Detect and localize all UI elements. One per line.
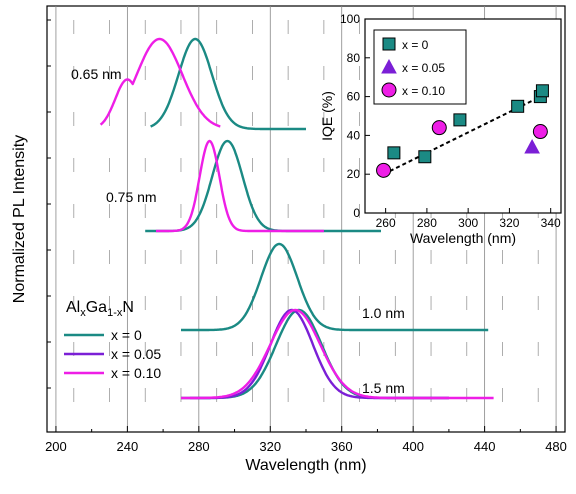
inset-xlabel: Wavelength (nm) — [410, 230, 516, 246]
marker-square — [418, 150, 432, 164]
main-x-tick-label: 320 — [259, 439, 281, 454]
inset-y-tick-label: 60 — [347, 90, 361, 104]
main-legend: AlxGa1-xN x = 0 x = 0.05 x = 0.10 — [64, 299, 161, 381]
group-label-0.65: 0.65 nm — [71, 66, 122, 82]
legend-label: x = 0 — [111, 327, 142, 343]
inset-legend-label: x = 0.10 — [402, 84, 445, 98]
inset-ticks: 260 280 300 320 340 0 20 40 60 80 100 — [340, 12, 561, 230]
group-label-0.75: 0.75 nm — [106, 189, 157, 205]
marker-circle — [376, 162, 392, 178]
inset-y-tick-label: 40 — [347, 128, 361, 142]
inset-x-tick-label: 320 — [499, 216, 519, 230]
main-ylabel: Normalized PL Intensity — [11, 135, 28, 303]
legend-label: x = 0.05 — [111, 346, 161, 362]
legend-label: x = 0.10 — [111, 365, 161, 381]
marker-square — [535, 84, 549, 98]
group-label-1.5: 1.5 nm — [362, 380, 405, 396]
main-xlabel: Wavelength (nm) — [245, 457, 366, 474]
marker-triangle — [381, 58, 397, 74]
main-x-tick-label: 480 — [545, 439, 567, 454]
main-x-tick-label: 240 — [117, 439, 139, 454]
legend-title-al: Al — [66, 299, 80, 316]
group-label-1.0: 1.0 nm — [362, 305, 405, 321]
main-x-tick-label: 360 — [331, 439, 353, 454]
marker-square — [453, 113, 467, 127]
inset-ylabel: IQE (%) — [319, 91, 335, 141]
marker-circle — [532, 124, 548, 140]
inset-y-tick-label: 20 — [347, 167, 361, 181]
inset-legend-entries: x = 0 x = 0.05 x = 0.10 — [381, 37, 445, 98]
marker-triangle — [524, 138, 540, 154]
marker-circle — [381, 82, 397, 98]
legend-title: AlxGa1-xN — [66, 299, 134, 319]
pl-curve — [144, 139, 382, 233]
pl-curve — [180, 308, 494, 400]
inset-chart: 260 280 300 320 340 0 20 40 60 80 100 Wavelength (… — [319, 12, 562, 246]
pl-curve — [99, 37, 221, 128]
inset-legend-label: x = 0 — [402, 38, 429, 52]
marker-square — [387, 146, 401, 160]
inset-y-tick-label: 0 — [353, 206, 360, 220]
main-legend-entries: x = 0 x = 0.05 x = 0.10 — [64, 327, 161, 381]
inset-y-tick-label: 80 — [347, 51, 361, 65]
main-curves — [99, 37, 494, 400]
legend-title-ga: Ga — [86, 299, 107, 316]
inset-points — [376, 84, 549, 178]
inset-legend-label: x = 0.05 — [402, 61, 445, 75]
inset-legend: x = 0 x = 0.05 x = 0.10 — [373, 29, 467, 105]
marker-circle — [431, 120, 447, 136]
marker-square — [382, 37, 396, 51]
inset-x-tick-label: 340 — [541, 216, 561, 230]
legend-title-sub-1-x: 1-x — [107, 307, 123, 319]
main-x-tick-label: 280 — [188, 439, 210, 454]
pl-curve — [180, 308, 450, 400]
inset-x-tick-label: 280 — [417, 216, 437, 230]
legend-title-sub-x: x — [80, 307, 86, 319]
inset-x-tick-label: 300 — [458, 216, 478, 230]
marker-square — [511, 99, 525, 113]
main-x-tick-label: 200 — [45, 439, 67, 454]
pl-curve — [180, 242, 489, 332]
inset-x-tick-label: 260 — [376, 216, 396, 230]
main-x-tick-label: 400 — [402, 439, 424, 454]
inset-y-tick-label: 100 — [340, 12, 360, 26]
pl-curve — [155, 139, 325, 233]
main-x-ticks: 200 240 280 320 360 400 440 480 — [45, 19, 567, 454]
legend-title-n: N — [122, 299, 134, 316]
main-x-tick-label: 440 — [474, 439, 496, 454]
pl-curve — [150, 37, 307, 131]
